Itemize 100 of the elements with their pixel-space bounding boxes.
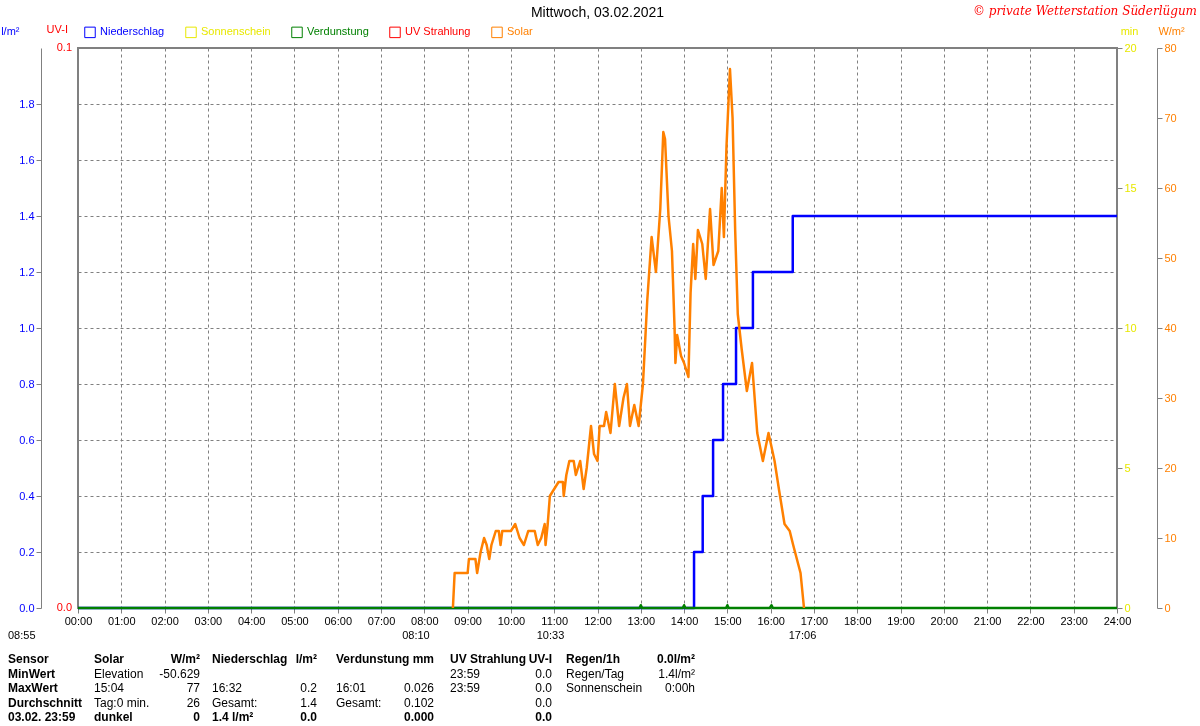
text: 08:10 bbox=[402, 629, 430, 641]
y-axis-title: l/m² bbox=[1, 24, 20, 37]
text: Tag:0 min. bbox=[94, 695, 150, 710]
x-tick-label: 07:00 bbox=[367, 614, 396, 627]
y-tick-label: 1.4 bbox=[19, 209, 35, 222]
text: 17:06 bbox=[788, 629, 817, 641]
chart-title: Mittwoch, 03.02.2021 bbox=[530, 4, 665, 20]
legend-label: Verdunstung bbox=[307, 25, 369, 38]
y-tick-label: 1.6 bbox=[19, 153, 35, 166]
text: 26 bbox=[186, 695, 200, 710]
y-tick-label: 0.6 bbox=[19, 433, 35, 446]
text: MaxWert bbox=[8, 681, 58, 695]
y3-tick-label: 15 bbox=[1124, 181, 1137, 194]
text: UV-I bbox=[46, 23, 68, 35]
text: 0.0l/m² bbox=[656, 652, 695, 666]
text: 1.4 bbox=[300, 695, 317, 710]
x-tick-label: 16:00 bbox=[757, 614, 785, 627]
text: UV Strahlung bbox=[450, 652, 527, 666]
text: 0.026 bbox=[403, 681, 434, 695]
x-tick-label: 04:00 bbox=[237, 614, 266, 627]
text: 0.0 bbox=[535, 695, 552, 710]
text: 0 bbox=[193, 710, 200, 724]
x-tick-label: 18:00 bbox=[843, 614, 872, 627]
text: Verdunstung bbox=[336, 652, 410, 666]
x-tick-label: 19:00 bbox=[887, 614, 915, 627]
y2-tick-label: 30 bbox=[1164, 391, 1177, 404]
y2-tick-label: 10 bbox=[1164, 531, 1177, 544]
text: Sonnenschein bbox=[566, 681, 643, 695]
x-tick-label: 01:00 bbox=[108, 614, 136, 627]
y2-tick-label: 20 bbox=[1164, 461, 1177, 474]
text: 15:04 bbox=[94, 681, 125, 695]
text: 0.0 bbox=[535, 681, 552, 695]
text: 03.02. 23:59 bbox=[8, 710, 76, 724]
y2-axis-title: W/m² bbox=[1158, 24, 1185, 37]
y3-axis-title: min bbox=[1120, 24, 1139, 37]
x-tick-label: 12:00 bbox=[584, 614, 612, 627]
text: 0.0 bbox=[535, 710, 552, 724]
y3-tick-label: 20 bbox=[1124, 41, 1137, 54]
y2-tick-label: 50 bbox=[1164, 251, 1177, 264]
text: 0:00h bbox=[664, 681, 695, 695]
y3-tick-label: 10 bbox=[1124, 321, 1137, 334]
text: 0.2 bbox=[300, 681, 317, 695]
x-tick-label: 22:00 bbox=[1017, 614, 1045, 627]
x-tick-label: 24:00 bbox=[1103, 614, 1132, 627]
text: 23:59 bbox=[450, 666, 481, 681]
y3-tick-label: 5 bbox=[1124, 461, 1131, 474]
text: Sensor bbox=[8, 652, 49, 666]
y2-tick-label: 60 bbox=[1164, 181, 1177, 194]
x-tick-label: 09:00 bbox=[454, 614, 482, 627]
text: Elevation bbox=[94, 666, 144, 681]
legend-label: UV Strahlung bbox=[405, 25, 471, 38]
line-series bbox=[451, 67, 806, 610]
legend-label: Niederschlag bbox=[100, 25, 165, 38]
text: -50.629 bbox=[159, 666, 200, 681]
text: W/m² bbox=[170, 652, 200, 666]
text: 1.4l/m² bbox=[658, 666, 695, 681]
y2-tick-label: 0 bbox=[1164, 601, 1171, 614]
x-tick-label: 06:00 bbox=[324, 614, 353, 627]
text: Regen/1h bbox=[566, 652, 621, 666]
y2-tick-label: 70 bbox=[1164, 111, 1177, 124]
text: Niederschlag bbox=[212, 652, 288, 666]
x-tick-label: 23:00 bbox=[1060, 614, 1088, 627]
y-tick-label: 1.0 bbox=[19, 321, 35, 334]
x-tick-label: 21:00 bbox=[973, 614, 1002, 627]
x-tick-label: 11:00 bbox=[541, 614, 569, 627]
legend-label: Solar bbox=[507, 25, 534, 38]
text: Durchschnitt bbox=[8, 695, 83, 710]
y-tick-label: 0.0 bbox=[19, 601, 35, 614]
text: 77 bbox=[186, 681, 200, 695]
text: 0.0 bbox=[535, 666, 552, 681]
y2-tick-label: 80 bbox=[1164, 41, 1177, 54]
text: 0.0 bbox=[300, 710, 317, 724]
x-tick-label: 15:00 bbox=[714, 614, 742, 627]
y3-tick-label: 0 bbox=[1124, 601, 1131, 614]
y-tick-label: 0.8 bbox=[19, 377, 35, 390]
y-tick-label: 1.8 bbox=[19, 97, 35, 110]
x-tick-label: 14:00 bbox=[670, 614, 699, 627]
x-tick-label: 00:00 bbox=[64, 614, 93, 627]
text: Solar bbox=[94, 652, 125, 666]
text: dunkel bbox=[94, 710, 133, 724]
text: Gesamt: bbox=[336, 695, 382, 710]
x-tick-label: 08:00 bbox=[411, 614, 439, 627]
text: 23:59 bbox=[450, 681, 481, 695]
text: UV-I bbox=[528, 652, 552, 666]
x-tick-label: 17:00 bbox=[800, 614, 829, 627]
y-tick-label: 0.2 bbox=[19, 545, 35, 558]
text: 16:32 bbox=[212, 681, 243, 695]
x-tick-label: 13:00 bbox=[627, 614, 656, 627]
text: Regen/Tag bbox=[566, 666, 625, 681]
y-tick-label: 0.4 bbox=[19, 489, 35, 502]
text: 0.102 bbox=[403, 695, 434, 710]
x-tick-label: 20:00 bbox=[930, 614, 959, 627]
text: 1.4 l/m² bbox=[212, 710, 254, 724]
text: l/m² bbox=[295, 652, 317, 666]
text: mm bbox=[412, 652, 434, 666]
text: 10:33 bbox=[536, 629, 565, 641]
text: 0.1 bbox=[56, 41, 72, 53]
text: 0.0 bbox=[56, 601, 72, 613]
text: 08:55 bbox=[8, 629, 36, 641]
x-tick-label: 10:00 bbox=[497, 614, 526, 627]
